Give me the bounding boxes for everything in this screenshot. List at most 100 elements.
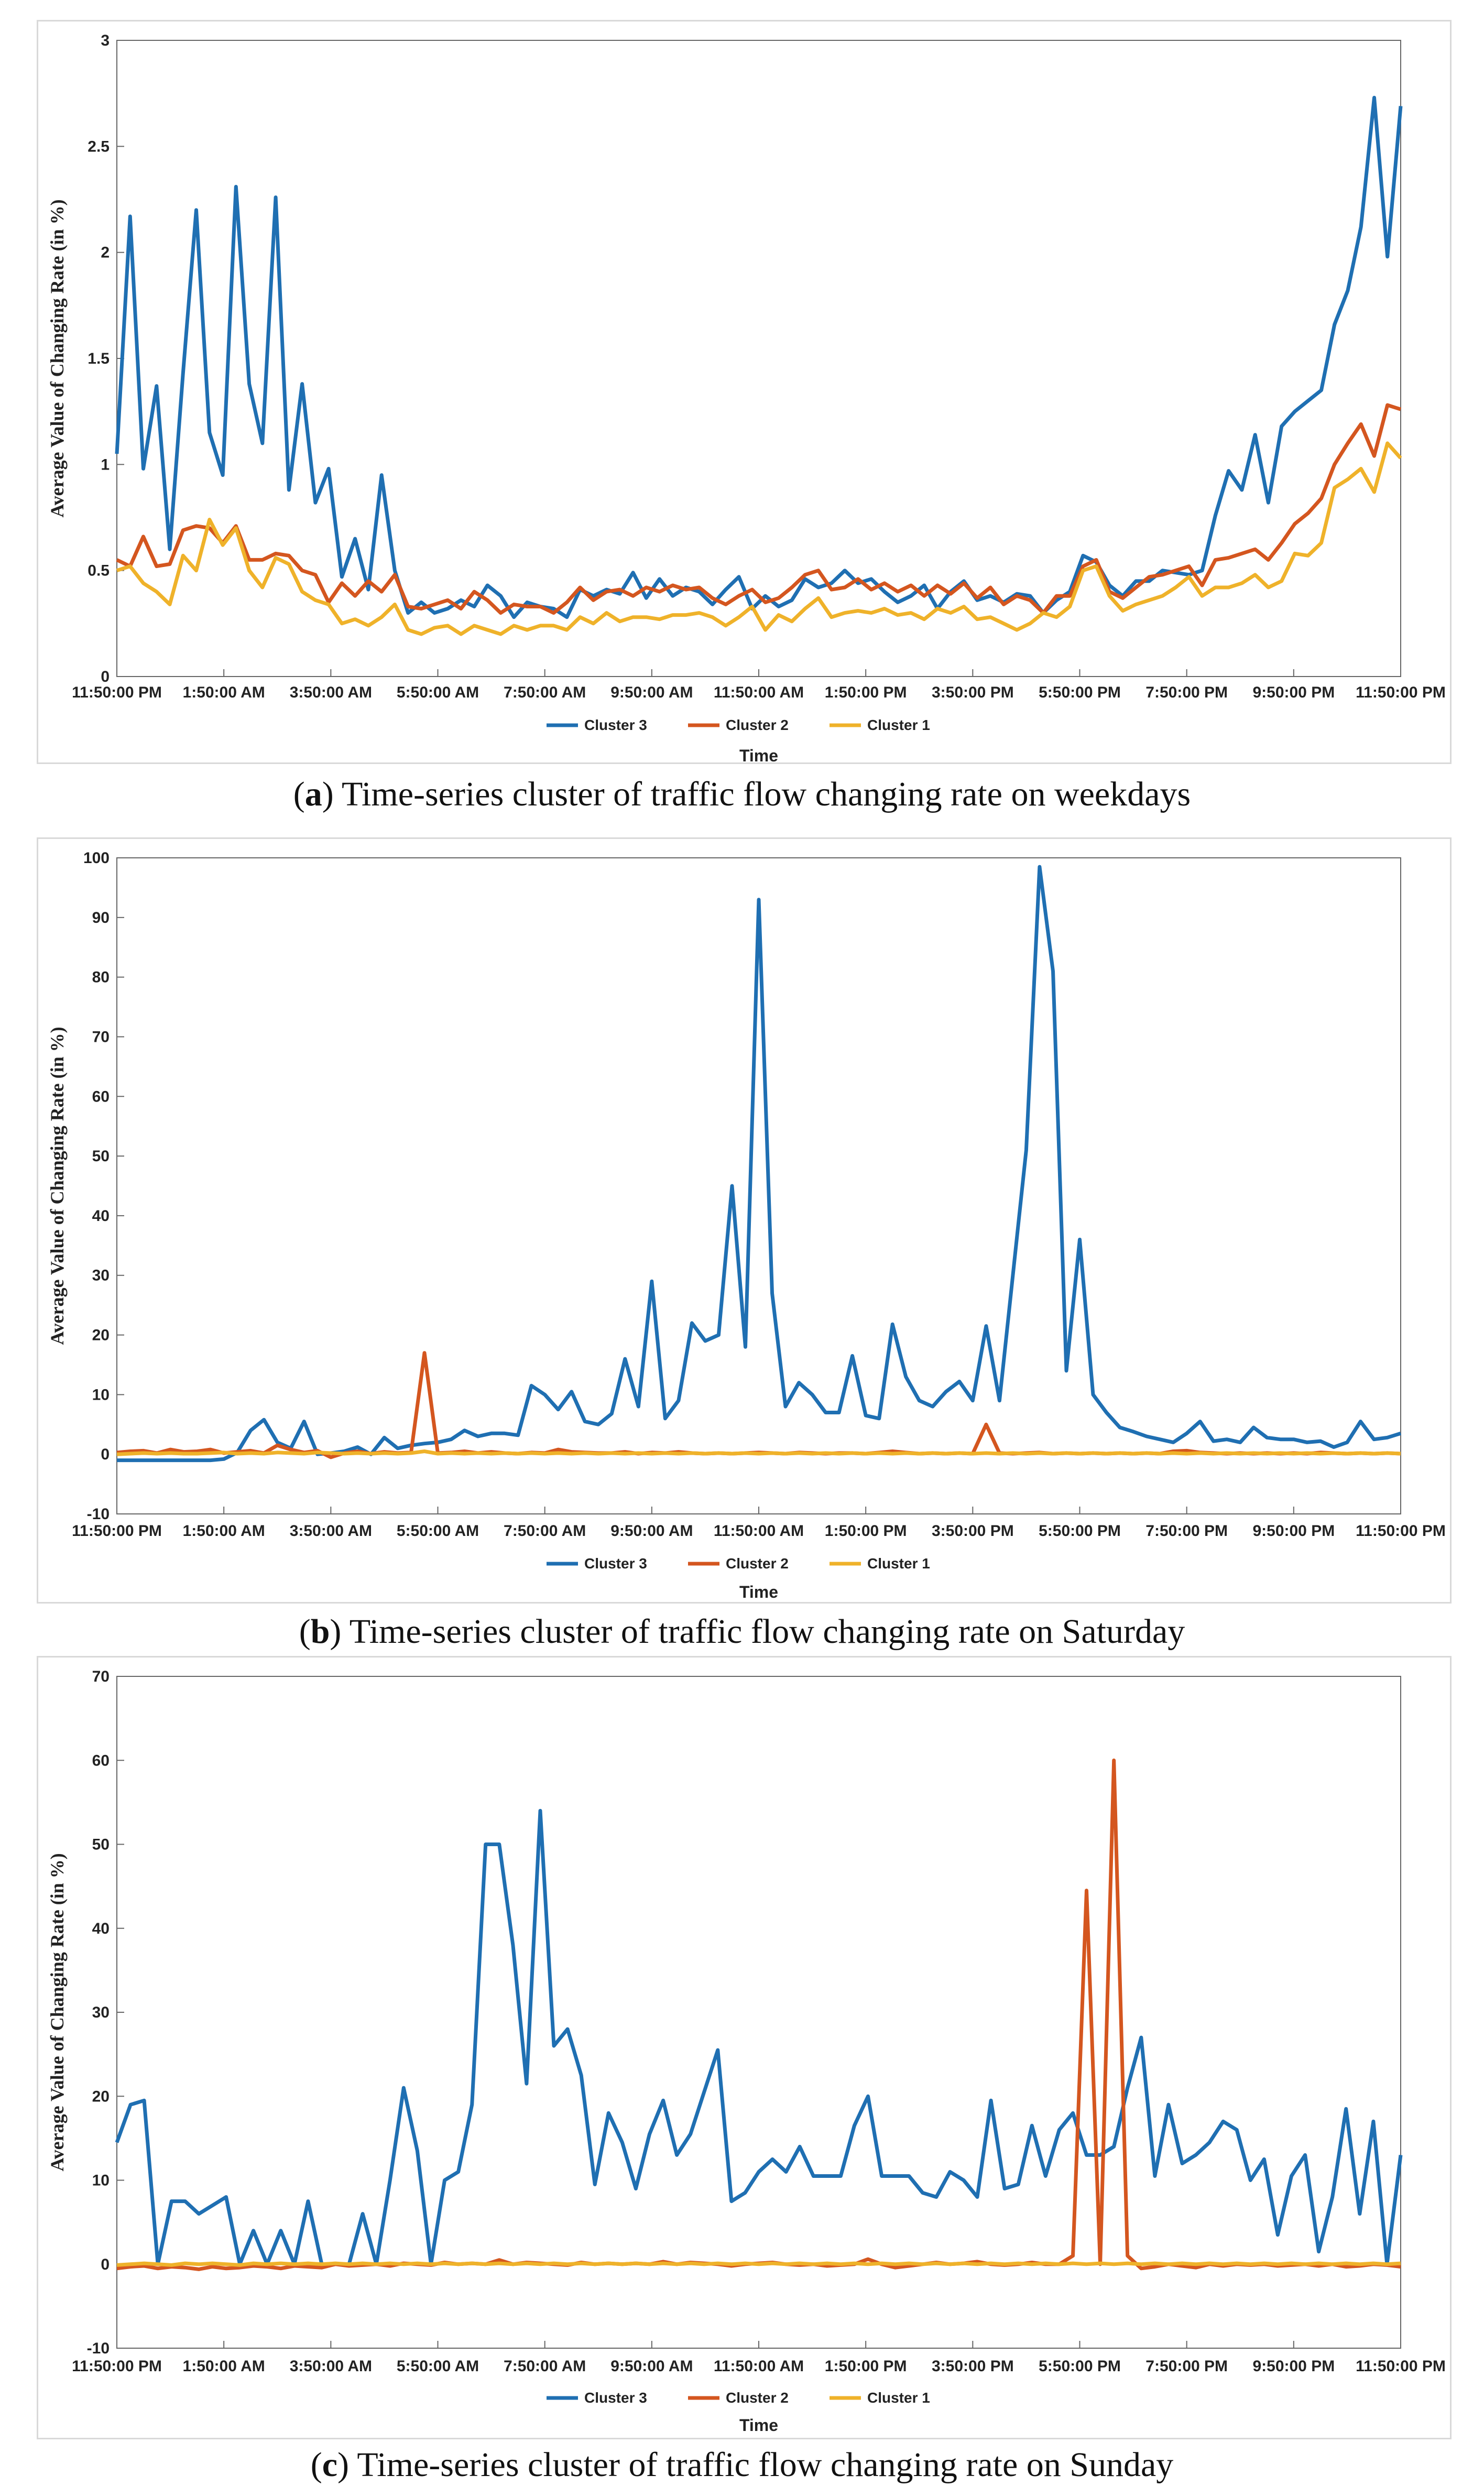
y-tick-label: 20: [92, 1327, 110, 1344]
y-tick-label: 60: [92, 1752, 110, 1769]
x-axis-label: Time: [739, 1583, 778, 1601]
y-tick-label: 10: [92, 1386, 110, 1403]
legend-label: Cluster 3: [584, 717, 647, 733]
caption-weekdays: (a) Time-series cluster of traffic flow …: [293, 775, 1191, 813]
x-tick-label: 7:50:00 AM: [504, 1522, 586, 1540]
x-tick-label: 7:50:00 PM: [1145, 1522, 1228, 1540]
x-tick-label: 1:50:00 PM: [825, 1522, 907, 1540]
x-tick-label: 9:50:00 PM: [1252, 684, 1335, 701]
series-line-cluster-2: [116, 403, 1402, 615]
y-tick-label: 50: [92, 1148, 110, 1165]
x-tick-label: 1:50:00 PM: [825, 684, 907, 701]
x-tick-label: 5:50:00 PM: [1039, 1522, 1121, 1540]
series-line-cluster-2: [116, 1351, 1401, 1459]
y-tick-label: 2: [101, 244, 110, 261]
y-tick-label: 30: [92, 2004, 110, 2021]
y-tick-label: 1.5: [88, 350, 110, 367]
chart-panel-sunday: -10 0 10 20 30 40 50 60 70 11:50:00 PM 1:50:00 AM 3…: [37, 1656, 1452, 2439]
x-tick-label: 9:50:00 PM: [1252, 1522, 1335, 1540]
y-tick-label: 3: [101, 32, 110, 49]
x-tick-label: 11:50:00 PM: [72, 1522, 162, 1540]
y-tick-label: 70: [92, 1668, 110, 1685]
y-tick-label: 0: [101, 2256, 110, 2273]
legend-label: Cluster 1: [867, 717, 930, 733]
y-tick-label: 2.5: [88, 138, 110, 155]
legend-label: Cluster 2: [726, 1555, 789, 1572]
series-line-cluster-1: [116, 1449, 1401, 1456]
y-tick-label: 60: [92, 1088, 110, 1105]
y-tick-label: 40: [92, 1207, 110, 1225]
y-tick-label: -10: [87, 1506, 110, 1523]
y-tick-label: 80: [92, 969, 110, 986]
x-tick-label: 3:50:00 AM: [290, 2358, 372, 2375]
y-axis-label: Average Value of Changing Rate (in %): [47, 1027, 68, 1345]
series-line-cluster-1: [116, 441, 1402, 636]
x-axis-label: Time: [739, 2416, 778, 2435]
chart-panel-weekdays: 0 0.5 1 1.5 2 2.5 3 11:50:00 PM 1:50:00 AM 3:50:0…: [37, 20, 1452, 764]
series-line-cluster-3: [115, 1808, 1403, 2266]
x-tick-label: 9:50:00 AM: [610, 1522, 693, 1540]
chart-saturday: -10 0 10 20 30 40 50 60 70 80 90 100 11:50:00 PM 1:50…: [47, 849, 1446, 1601]
x-axis-label: Time: [739, 746, 778, 762]
x-tick-label: 9:50:00 AM: [610, 684, 693, 701]
series-line-cluster-3: [117, 865, 1402, 1463]
x-tick-label: 11:50:00 PM: [1356, 1522, 1446, 1540]
chart-panel-saturday: -10 0 10 20 30 40 50 60 70 80 90 100 11:50:00 PM 1:50…: [37, 837, 1452, 1604]
x-tick-label: 5:50:00 AM: [397, 1522, 479, 1540]
x-tick-label: 3:50:00 PM: [932, 684, 1014, 701]
legend-label: Cluster 2: [726, 717, 789, 733]
x-tick-label: 9:50:00 AM: [610, 2358, 693, 2375]
plot-frame: [116, 1676, 1401, 2349]
x-tick-label: 11:50:00 PM: [1356, 2358, 1446, 2375]
y-tick-label: 90: [92, 909, 110, 926]
x-tick-label: 5:50:00 PM: [1039, 684, 1121, 701]
x-tick-label: 11:50:00 PM: [1356, 684, 1446, 701]
y-tick-label: 50: [92, 1836, 110, 1853]
x-tick-label: 3:50:00 AM: [290, 1522, 372, 1540]
y-tick-label: 20: [92, 2088, 110, 2105]
x-tick-label: 5:50:00 PM: [1039, 2358, 1121, 2375]
x-tick-label: 3:50:00 PM: [932, 2358, 1014, 2375]
caption-sunday: (c) Time-series cluster of traffic flow …: [310, 2446, 1174, 2484]
legend-label: Cluster 3: [584, 1555, 647, 1572]
y-tick-label: 40: [92, 1920, 110, 1937]
y-tick-label: -10: [87, 2340, 110, 2357]
x-tick-label: 11:50:00 PM: [72, 684, 162, 701]
y-axis-label: Average Value of Changing Rate (in %): [47, 1853, 68, 2171]
y-tick-label: 10: [92, 2172, 110, 2189]
x-tick-label: 7:50:00 PM: [1145, 684, 1228, 701]
x-tick-label: 11:50:00 AM: [714, 1522, 804, 1540]
legend-label: Cluster 1: [867, 1555, 930, 1572]
y-tick-label: 1: [101, 456, 110, 473]
y-tick-label: 0.5: [88, 562, 110, 580]
x-tick-label: 7:50:00 PM: [1145, 2358, 1228, 2375]
x-tick-label: 3:50:00 AM: [290, 684, 372, 701]
series-line-cluster-2: [116, 1758, 1401, 2271]
x-tick-label: 5:50:00 AM: [397, 2358, 479, 2375]
x-tick-label: 7:50:00 AM: [504, 684, 586, 701]
y-tick-label: 30: [92, 1267, 110, 1284]
chart-weekdays: 0 0.5 1 1.5 2 2.5 3 11:50:00 PM 1:50:00 AM 3:50:0…: [47, 32, 1446, 762]
series-line-cluster-3: [115, 95, 1403, 619]
x-tick-label: 9:50:00 PM: [1252, 2358, 1335, 2375]
legend-label: Cluster 2: [726, 2390, 789, 2406]
series-line-cluster-1: [116, 2261, 1401, 2267]
x-tick-label: 1:50:00 AM: [183, 684, 265, 701]
plot-frame: [116, 40, 1401, 677]
y-tick-label: 0: [101, 668, 110, 685]
y-tick-label: 0: [101, 1446, 110, 1463]
x-tick-label: 1:50:00 AM: [183, 1522, 265, 1540]
x-tick-label: 3:50:00 PM: [932, 1522, 1014, 1540]
x-tick-label: 5:50:00 AM: [397, 684, 479, 701]
x-tick-label: 11:50:00 AM: [714, 2358, 804, 2375]
x-tick-label: 11:50:00 AM: [714, 684, 804, 701]
x-tick-label: 1:50:00 PM: [825, 2358, 907, 2375]
y-tick-label: 70: [92, 1028, 110, 1045]
caption-saturday: (b) Time-series cluster of traffic flow …: [299, 1612, 1185, 1651]
x-tick-label: 11:50:00 PM: [72, 2358, 162, 2375]
x-tick-label: 1:50:00 AM: [183, 2358, 265, 2375]
legend-label: Cluster 3: [584, 2390, 647, 2406]
legend-label: Cluster 1: [867, 2390, 930, 2406]
x-tick-label: 7:50:00 AM: [504, 2358, 586, 2375]
y-tick-label: 100: [83, 849, 110, 867]
